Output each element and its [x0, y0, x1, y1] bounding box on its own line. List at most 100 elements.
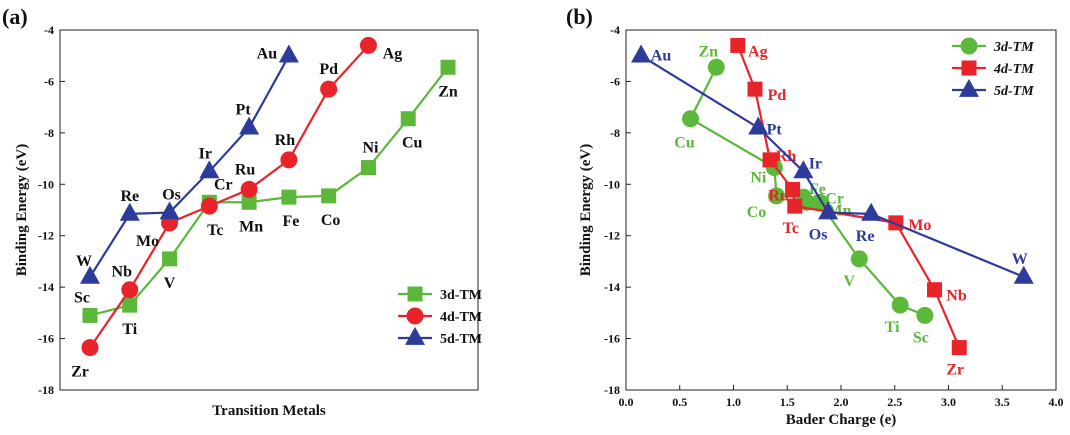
- data-point: [400, 111, 416, 127]
- y-tick-label-a: -12: [38, 229, 54, 243]
- data-point: [916, 306, 934, 324]
- point-label: Ag: [748, 43, 768, 60]
- y-tick-label-b: -18: [604, 383, 620, 397]
- data-point: [440, 59, 456, 75]
- point-label: Os: [809, 227, 828, 244]
- data-point: [162, 251, 178, 267]
- data-point: [707, 58, 725, 76]
- point-label: Ir: [199, 145, 212, 162]
- point-label: W: [1012, 251, 1028, 268]
- data-point: [631, 44, 652, 63]
- point-label: Pd: [768, 87, 787, 104]
- point-label: Co: [747, 204, 767, 221]
- series-line: [89, 44, 370, 349]
- point-label: Zr: [71, 364, 89, 381]
- point-label: Re: [120, 188, 139, 205]
- data-point: [321, 188, 337, 204]
- data-point: [281, 189, 297, 205]
- point-label: Tc: [207, 222, 223, 239]
- data-point: [818, 201, 839, 220]
- series-line: [736, 45, 961, 349]
- point-label: Fe: [809, 181, 826, 198]
- point-label: Os: [162, 187, 181, 204]
- point-label: Zn: [699, 43, 719, 60]
- data-point: [748, 116, 769, 135]
- legend-marker: [959, 78, 979, 97]
- x-axis-title-a: Transition Metals: [212, 403, 326, 419]
- data-point: [682, 110, 699, 128]
- point-label: Zn: [438, 83, 458, 100]
- data-point: [360, 160, 376, 176]
- x-tick-label-b: 4.0: [1049, 395, 1064, 409]
- data-point: [850, 250, 868, 268]
- point-label: Au: [651, 48, 672, 65]
- y-tick-label-b: -14: [604, 280, 620, 294]
- point-label: Sc: [913, 329, 929, 346]
- panel-label-a: (a): [2, 4, 28, 29]
- data-point: [119, 202, 140, 221]
- x-axis-title-b: Bader Charge (e): [786, 412, 897, 428]
- data-point: [1013, 265, 1034, 284]
- panel-b: -4 -6 -8 -10 -12 -14 -16 -180.0 0.5 1.0 1.5 2.0 2.5 3…: [566, 4, 1064, 428]
- legend-a: 3d-TM 4d-TM 5d-TM: [398, 286, 482, 347]
- point-label: Fe: [282, 213, 299, 230]
- data-point: [121, 281, 139, 299]
- series-a-3d: Sc Ti V Cr Mn Fe Co Ni Cu Zn: [74, 59, 458, 338]
- legend-marker: [405, 326, 425, 345]
- x-tick-label-b: 0.0: [619, 395, 634, 409]
- series-line: [89, 66, 449, 317]
- y-tick-label-a: -8: [44, 126, 54, 140]
- x-tick-label-b: 1.0: [726, 395, 741, 409]
- point-label: Ag: [383, 45, 403, 62]
- data-point: [200, 197, 218, 215]
- data-point: [159, 201, 180, 220]
- data-point: [122, 297, 138, 313]
- legend-b: 3d-TM 4d-TM 5d-TM: [952, 37, 1034, 99]
- y-tick-label-a: -4: [44, 23, 54, 37]
- legend-entry: 3d-TM: [993, 40, 1034, 55]
- point-label: V: [843, 273, 855, 290]
- data-point: [762, 152, 778, 168]
- x-tick-label-b: 2.0: [834, 395, 849, 409]
- series-line: [640, 54, 1025, 278]
- point-label: Ru: [768, 187, 789, 204]
- y-tick-label-b: -8: [610, 126, 620, 140]
- plot-area-a: [59, 29, 479, 391]
- point-label: Pt: [236, 102, 252, 119]
- data-point: [787, 198, 803, 214]
- point-label: Zr: [946, 362, 964, 379]
- data-point: [359, 36, 377, 54]
- legend-marker: [960, 37, 978, 55]
- point-label: Ti: [122, 321, 137, 338]
- point-label: Ru: [235, 161, 256, 178]
- point-label: Sc: [74, 289, 90, 306]
- point-label: Mo: [136, 233, 159, 250]
- x-tick-label-b: 1.5: [780, 395, 795, 409]
- point-label: Nb: [946, 288, 967, 305]
- data-point: [278, 44, 299, 63]
- point-label: W: [76, 253, 92, 270]
- point-label: Au: [257, 46, 278, 63]
- series-b-5d: Au Pt Ir Os Re W: [631, 44, 1034, 284]
- legend-entry: 4d-TM: [993, 62, 1034, 77]
- x-tick-label-b: 3.5: [995, 395, 1010, 409]
- data-point: [891, 296, 909, 314]
- y-tick-label-a: -6: [44, 74, 54, 88]
- point-label: Cr: [825, 190, 844, 207]
- point-label: Mn: [239, 218, 263, 235]
- data-point: [951, 340, 967, 356]
- point-label: Pd: [319, 61, 338, 78]
- x-tick-label-b: 2.5: [887, 395, 902, 409]
- point-label: Ni: [362, 140, 379, 157]
- data-point: [82, 307, 98, 323]
- panel-a: -4 -6 -8 -10 -12 -14 -16 -18 (a) Transition Metal…: [2, 4, 482, 419]
- data-point: [81, 339, 99, 357]
- point-label: Mo: [908, 217, 931, 234]
- y-tick-label-b: -10: [604, 177, 620, 191]
- point-label: Pt: [767, 122, 783, 139]
- point-label: Tc: [783, 220, 799, 237]
- x-tick-label-b: 0.5: [672, 395, 687, 409]
- panel-label-b: (b): [566, 4, 593, 29]
